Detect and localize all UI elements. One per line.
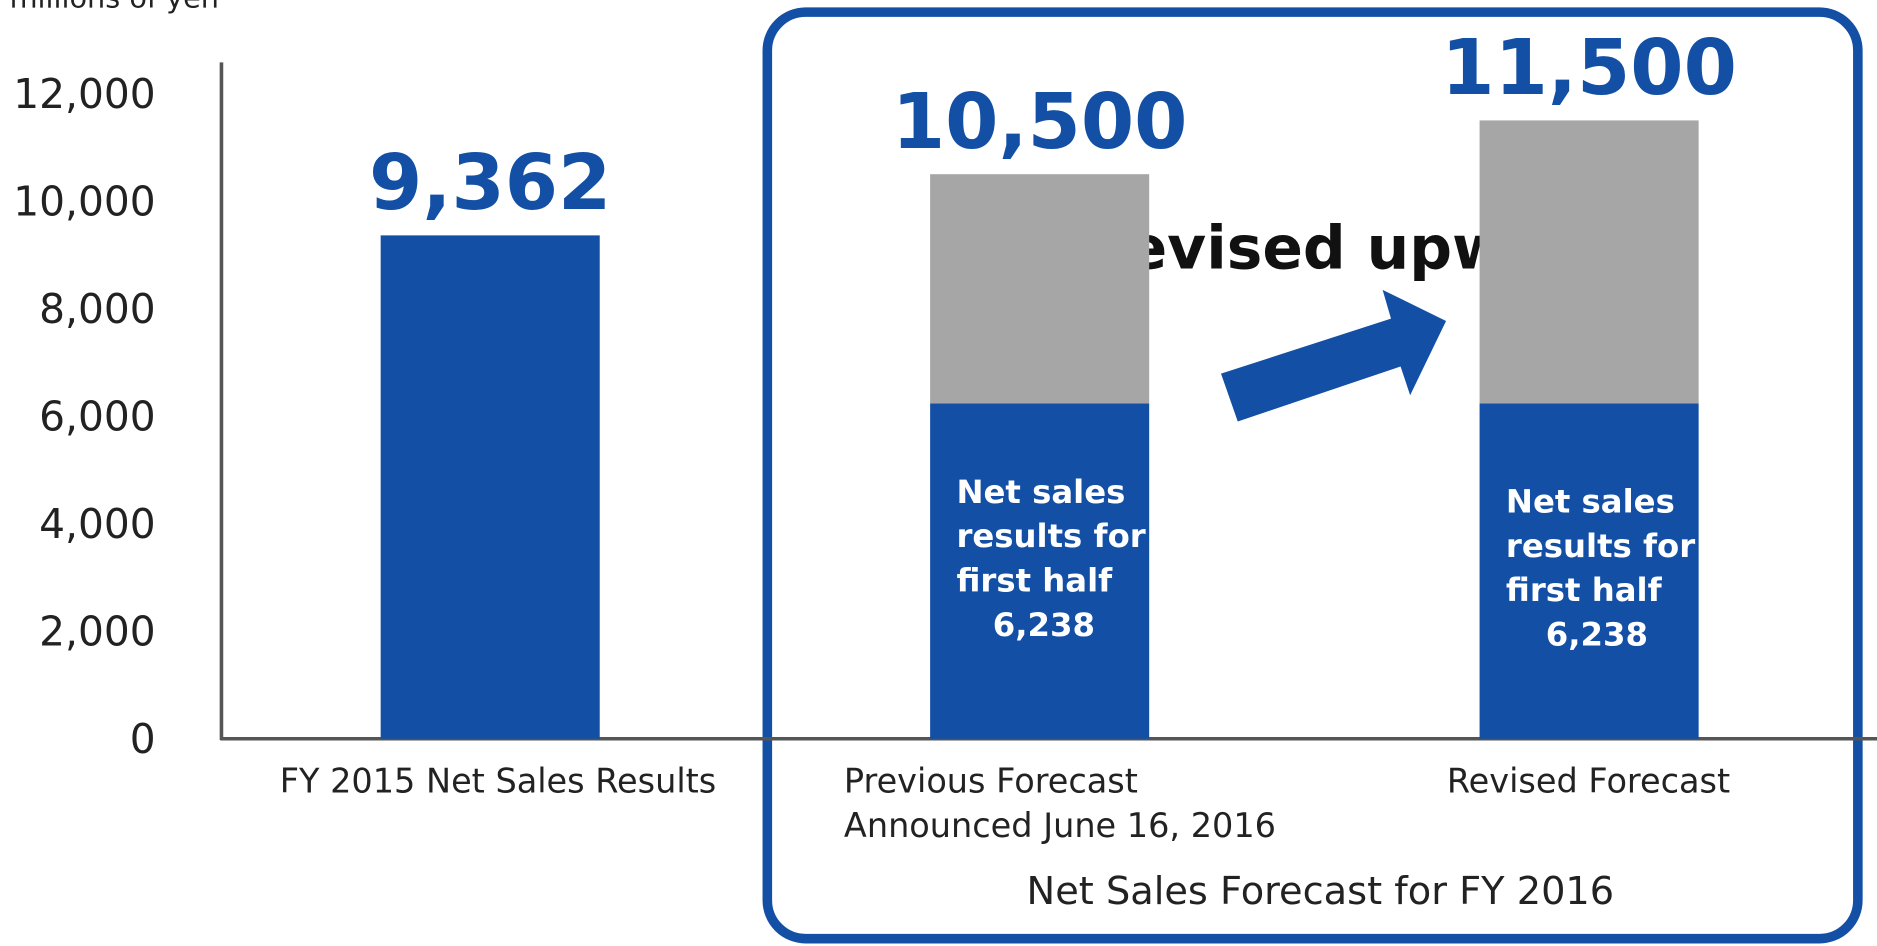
- y-tick-label: 4,000: [39, 500, 155, 548]
- segment-text: Net sales: [1506, 483, 1675, 521]
- y-tick-label: 6,000: [39, 393, 155, 441]
- x-tick-label: Announced June 16, 2016: [844, 806, 1276, 845]
- x-tick-label: Revised Forecast: [1447, 762, 1730, 801]
- y-tick-label: 0: [130, 715, 156, 763]
- y-tick-label: 2,000: [39, 608, 155, 656]
- bar-segment: [930, 174, 1150, 404]
- y-axis-label: millions of yen: [10, 0, 219, 14]
- segment-text: first half: [956, 562, 1113, 600]
- total-label: 10,500: [892, 78, 1188, 167]
- x-tick-label: FY 2015 Net Sales Results: [280, 762, 717, 801]
- bar-segment: [1479, 120, 1699, 404]
- segment-text: results for: [1506, 527, 1695, 565]
- total-label: 9,362: [369, 139, 611, 228]
- bar-segment: [380, 235, 600, 739]
- segment-text: first half: [1506, 571, 1663, 609]
- segment-text: Net sales: [956, 473, 1125, 511]
- segment-value-label: 6,238: [993, 606, 1095, 644]
- group-label: Net Sales Forecast for FY 2016: [1027, 869, 1615, 914]
- x-tick-label: Previous Forecast: [844, 762, 1138, 801]
- segment-text: results for: [956, 517, 1145, 555]
- y-tick-label: 12,000: [13, 70, 155, 118]
- total-label: 11,500: [1441, 24, 1737, 113]
- segment-value-label: 6,238: [1546, 615, 1648, 653]
- arrow: [1221, 289, 1447, 422]
- bar-segment: [930, 403, 1150, 739]
- forecast-box: [762, 7, 1863, 944]
- y-tick-label: 8,000: [39, 285, 155, 333]
- y-tick-label: 10,000: [13, 177, 155, 225]
- bar-segment: [1479, 403, 1699, 739]
